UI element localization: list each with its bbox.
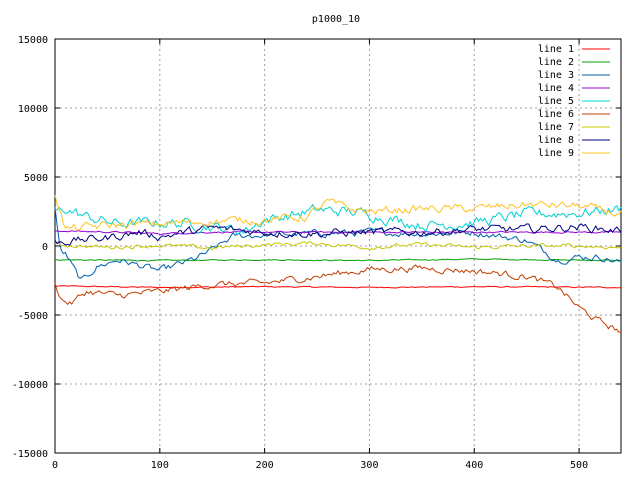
- y-tick-label: 10000: [18, 104, 48, 115]
- x-tick-label: 100: [151, 460, 169, 471]
- legend-label-2: line 2: [538, 57, 574, 68]
- x-tick-label: 0: [52, 460, 58, 471]
- legend-label-6: line 6: [538, 109, 574, 120]
- y-tick-label: 15000: [18, 35, 48, 46]
- legend-label-9: line 9: [538, 148, 574, 159]
- y-tick-label: -15000: [12, 449, 48, 460]
- series-line-2: [54, 258, 622, 262]
- legend-label-3: line 3: [538, 70, 574, 81]
- y-tick-label: -10000: [12, 380, 48, 391]
- x-tick-label: 200: [256, 460, 274, 471]
- series-line-8: [54, 223, 622, 246]
- series-lines: [54, 195, 622, 333]
- series-line-6: [54, 264, 622, 333]
- series-line-5: [54, 203, 622, 236]
- legend-label-8: line 8: [538, 135, 574, 146]
- series-line-3: [54, 206, 622, 279]
- legend-label-4: line 4: [538, 83, 574, 94]
- legend-label-1: line 1: [538, 44, 574, 55]
- x-tick-label: 500: [570, 460, 588, 471]
- legend: line 1 line 2 line 3 line 4 line 5 line 6 line…: [538, 44, 610, 159]
- axes: 0 100 200 300 400 500 -15000 -10000 -5000 0 5000 10…: [12, 35, 622, 471]
- x-tick-label: 400: [465, 460, 483, 471]
- x-tick-label: 300: [360, 460, 378, 471]
- series-line-4: [54, 230, 621, 236]
- legend-label-7: line 7: [538, 122, 574, 133]
- y-tick-label: 0: [42, 242, 48, 253]
- series-line-7: [54, 241, 622, 251]
- series-line-1: [54, 285, 622, 289]
- series-line-9: [54, 195, 622, 231]
- chart-title: p1000_10: [312, 14, 360, 25]
- legend-label-5: line 5: [538, 96, 574, 107]
- y-tick-label: -5000: [18, 311, 48, 322]
- y-tick-label: 5000: [24, 173, 48, 184]
